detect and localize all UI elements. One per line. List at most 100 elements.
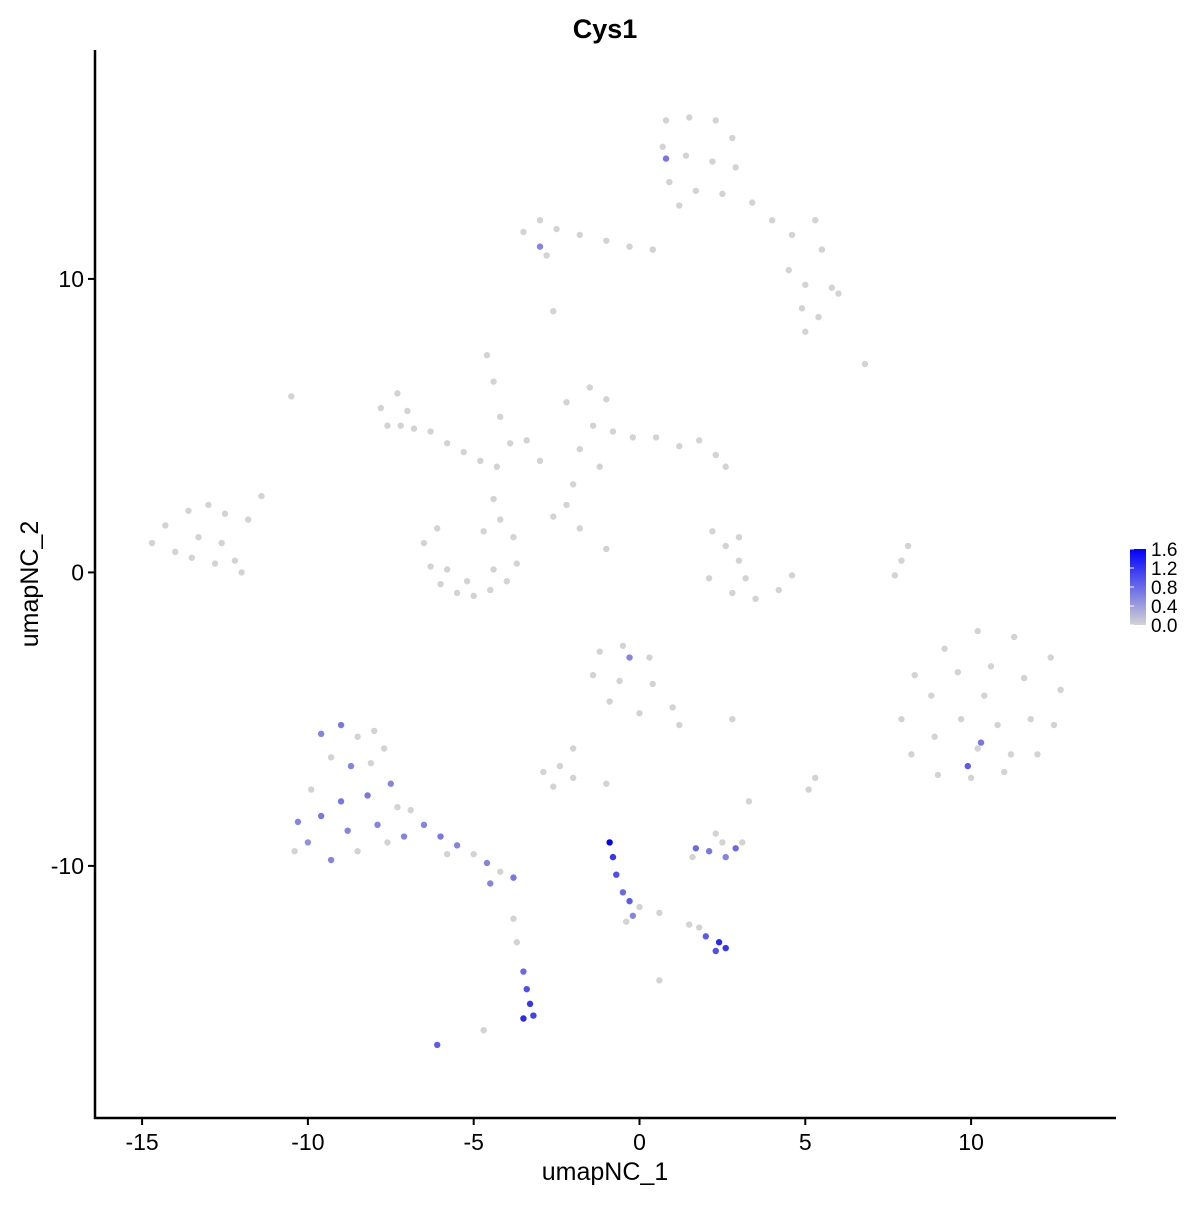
point: [586, 384, 593, 391]
point: [798, 305, 806, 312]
point: [195, 533, 202, 541]
point: [775, 586, 782, 594]
point: [291, 848, 298, 855]
point: [536, 217, 544, 224]
point: [569, 774, 577, 782]
point: [420, 821, 428, 829]
point: [964, 762, 971, 770]
point: [563, 501, 570, 509]
point: [662, 117, 670, 124]
point: [550, 513, 557, 520]
point: [148, 539, 156, 547]
point: [676, 202, 683, 209]
point: [709, 528, 716, 535]
point: [407, 806, 414, 814]
x-axis-label: umapNC_1: [542, 1158, 668, 1186]
point: [470, 592, 477, 600]
point: [626, 654, 633, 661]
point: [828, 284, 836, 291]
point: [550, 783, 557, 790]
point: [443, 440, 451, 447]
point: [695, 437, 703, 444]
colorbar-tick-label: 1.6: [1151, 540, 1177, 561]
point: [493, 463, 501, 470]
point: [649, 246, 656, 253]
point: [244, 516, 252, 523]
point: [443, 850, 451, 858]
colorbar-tick-label: 1.2: [1151, 559, 1177, 580]
point: [480, 1027, 487, 1034]
point: [636, 903, 643, 911]
point: [520, 228, 527, 236]
point: [603, 396, 610, 403]
point: [603, 545, 610, 553]
point: [367, 759, 375, 767]
point: [420, 539, 428, 547]
point: [987, 663, 995, 670]
point: [692, 187, 700, 195]
point: [460, 448, 467, 456]
point: [603, 237, 610, 244]
point: [613, 871, 620, 878]
point: [1001, 768, 1008, 776]
x-tick-label: 0: [633, 1129, 646, 1155]
point: [719, 190, 726, 198]
point: [928, 692, 935, 699]
chart-title: Cys1: [573, 14, 638, 44]
point: [1057, 686, 1064, 694]
point: [437, 580, 444, 588]
point: [891, 572, 899, 579]
point: [394, 803, 401, 811]
point: [337, 721, 345, 729]
point: [686, 921, 693, 928]
point: [712, 451, 719, 459]
point: [712, 947, 719, 955]
point: [692, 845, 700, 852]
point: [705, 848, 713, 855]
point: [861, 360, 869, 368]
point: [188, 554, 196, 561]
point: [596, 648, 603, 655]
point: [603, 780, 610, 787]
point: [636, 710, 643, 717]
point: [934, 771, 942, 779]
point: [812, 774, 819, 782]
point: [974, 745, 981, 752]
point: [543, 252, 550, 259]
point: [374, 821, 381, 829]
point: [802, 281, 809, 288]
point: [739, 839, 746, 846]
point: [752, 595, 759, 603]
point: [646, 654, 653, 661]
point: [434, 525, 441, 532]
point: [172, 548, 179, 556]
point: [732, 164, 739, 171]
point: [427, 428, 434, 435]
point: [745, 798, 753, 805]
point: [354, 848, 361, 855]
point: [211, 560, 219, 567]
point: [805, 786, 812, 793]
point: [185, 507, 192, 514]
point: [317, 730, 325, 738]
point: [606, 698, 613, 705]
point: [652, 434, 660, 441]
point: [258, 492, 265, 500]
x-tick-label: -5: [463, 1129, 483, 1155]
colorbar-tick-label: 0.0: [1151, 616, 1177, 637]
point: [954, 668, 962, 676]
point: [513, 939, 520, 946]
point: [576, 445, 584, 453]
point: [695, 924, 703, 931]
point: [480, 528, 487, 535]
point: [788, 572, 796, 579]
point: [384, 839, 391, 846]
point: [732, 845, 739, 852]
point: [304, 839, 312, 846]
point: [327, 754, 335, 761]
point: [904, 542, 912, 550]
point: [835, 290, 842, 297]
point: [682, 152, 690, 159]
colorbar-tick-label: 0.8: [1151, 578, 1177, 599]
